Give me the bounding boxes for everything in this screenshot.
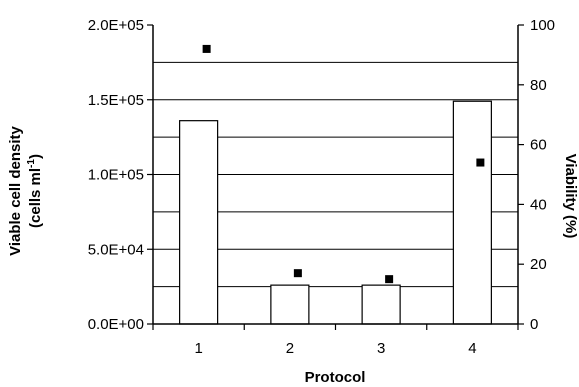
x-axis-title: Protocol bbox=[305, 369, 366, 386]
scatter-point bbox=[202, 44, 211, 53]
scatter-points bbox=[202, 44, 485, 284]
x-tick-label: 2 bbox=[286, 340, 294, 357]
y-tick-labels: 0.0E+00 5.0E+04 1.0E+05 1.5E+05 2.0E+05 bbox=[88, 17, 144, 333]
y-axis-title-units-sup: -1 bbox=[26, 159, 37, 168]
y2-tick-label: 20 bbox=[530, 256, 547, 273]
y2-axis-title: Viability (%) bbox=[562, 154, 579, 239]
y2-tick-labels: 0 20 40 60 80 100 bbox=[530, 17, 555, 333]
y-tick-label: 5.0E+04 bbox=[88, 241, 144, 258]
y-tick-label: 1.0E+05 bbox=[88, 167, 144, 184]
y-axis-title: Viable cell density (cells ml-1) bbox=[7, 125, 44, 255]
y2-tick-label: 60 bbox=[530, 137, 547, 154]
axes bbox=[147, 24, 524, 330]
scatter-point bbox=[293, 269, 302, 278]
bar bbox=[452, 100, 492, 325]
y-axis-title-line2: (cells ml-1) bbox=[26, 154, 44, 228]
bars bbox=[179, 100, 492, 325]
scatter-point bbox=[385, 275, 394, 284]
y-axis-title-units-end: ) bbox=[27, 154, 44, 159]
y-tick-label: 2.0E+05 bbox=[88, 17, 144, 34]
y2-tick-label: 0 bbox=[530, 316, 538, 333]
scatter-point bbox=[476, 158, 485, 167]
y2-tick-label: 40 bbox=[530, 196, 547, 213]
x-tick-label: 4 bbox=[468, 340, 476, 357]
y2-tick-label: 80 bbox=[530, 77, 547, 94]
x-tick-label: 1 bbox=[194, 340, 202, 357]
y2-tick-label: 100 bbox=[530, 17, 555, 34]
bar bbox=[361, 284, 401, 325]
x-tick-labels: 1 2 3 4 bbox=[194, 340, 476, 357]
y-axis-title-units: (cells ml bbox=[27, 168, 44, 228]
bar bbox=[270, 284, 310, 325]
y-axis-title-line1: Viable cell density bbox=[7, 125, 24, 255]
y-tick-label: 1.5E+05 bbox=[88, 92, 144, 109]
y-tick-label: 0.0E+00 bbox=[88, 316, 144, 333]
x-tick-label: 3 bbox=[377, 340, 385, 357]
bar bbox=[179, 120, 219, 325]
